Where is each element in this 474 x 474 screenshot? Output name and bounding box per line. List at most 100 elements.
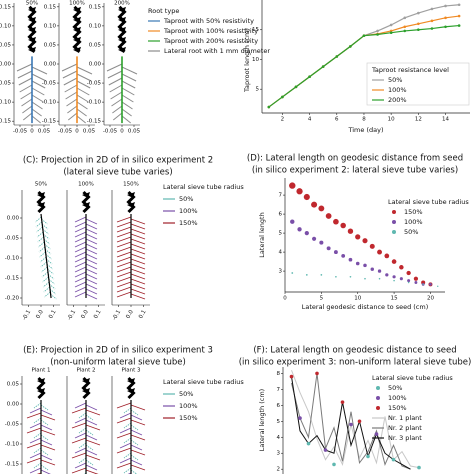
legend-label: 100% [388, 394, 407, 402]
root-segment [121, 73, 137, 82]
root-segment [119, 427, 132, 434]
root-segment [116, 417, 132, 424]
root-segment [121, 101, 133, 110]
panel-title: (E): Projection in 2D of in silico exper… [23, 346, 213, 356]
y-tick-label: 0.00 [44, 62, 57, 68]
root-segment [31, 101, 43, 110]
y-tick-label: 0.15 [89, 4, 102, 10]
root-segment [33, 402, 42, 409]
root-segment [121, 80, 136, 89]
root-segment [74, 241, 87, 248]
legend-label: Taproot with 200% resistivity [163, 37, 258, 45]
x-tick-label: 0.0 [35, 309, 45, 320]
root-segment [130, 238, 146, 245]
point [384, 253, 390, 259]
root-segment [38, 246, 46, 253]
root-segment [40, 414, 56, 421]
x-tick-label: 14 [442, 117, 449, 123]
root-segment [85, 464, 98, 471]
legend-label: 100% [388, 86, 407, 94]
seed-node [118, 26, 126, 33]
root-segment [130, 243, 146, 250]
root-segment [18, 77, 33, 86]
root-segment [119, 457, 132, 464]
point [369, 243, 375, 249]
root-segment [112, 112, 123, 121]
seed-node [37, 202, 45, 208]
root-segment [76, 87, 90, 96]
root-segment [130, 283, 146, 290]
panel-title: (C): Projection in 2D of in silico exper… [23, 156, 213, 166]
point [319, 240, 324, 245]
point [413, 276, 419, 281]
root-segment [74, 221, 87, 228]
point [392, 275, 396, 279]
point [391, 259, 397, 264]
root-segment [116, 276, 132, 283]
point [296, 188, 303, 195]
root-segment [85, 223, 98, 230]
legend-title: Lateral sieve tube radius [163, 378, 244, 386]
root-segment [26, 442, 42, 449]
subplot-title: 200% [114, 1, 130, 7]
root-segment [85, 218, 98, 225]
root-segment [85, 449, 98, 456]
point [376, 29, 379, 33]
seed-node [28, 46, 36, 53]
point [417, 11, 420, 15]
y-tick-label: -0.05 [42, 81, 57, 87]
root-segment [130, 404, 146, 411]
point [318, 205, 325, 212]
root-segment [130, 429, 143, 436]
root-segment [33, 417, 42, 424]
root-segment [85, 454, 101, 461]
x-tick-label: 0 [30, 129, 34, 135]
y-tick-label: 8 [277, 371, 281, 377]
root-segment [110, 91, 123, 100]
root-segment [48, 283, 56, 290]
point [325, 213, 332, 219]
point [403, 29, 407, 33]
x-tick-label: -0.05 [103, 129, 118, 135]
point [298, 416, 302, 420]
x-tick-label: 2 [281, 117, 285, 123]
point [355, 261, 360, 266]
root-segment [35, 221, 43, 228]
legend-label: Nr. 3 plant [388, 434, 422, 442]
root-segment [31, 66, 48, 75]
seed-node [127, 388, 135, 394]
legend-label: Taproot with 100% resistivity [163, 27, 258, 35]
root-segment [43, 238, 51, 245]
y-tick-label: 0.05 [7, 382, 20, 388]
root-segment [85, 404, 98, 411]
root-segment [48, 278, 55, 285]
y-tick-label: -0.15 [5, 462, 20, 468]
y-tick-label: -0.15 [87, 119, 102, 125]
root-segment [42, 281, 50, 288]
point [355, 234, 361, 240]
point [430, 27, 434, 30]
root-segment [130, 439, 139, 446]
seed-node [73, 36, 81, 43]
point [291, 272, 294, 274]
point [349, 45, 352, 48]
root-segment [78, 412, 87, 419]
point [349, 275, 352, 278]
root-segment [130, 454, 139, 461]
root-segment [42, 276, 49, 283]
x-tick-label: 0.1 [138, 309, 148, 320]
root-segment [85, 439, 101, 446]
root-segment [116, 271, 132, 278]
root-segment [31, 108, 42, 117]
root-segment [74, 231, 87, 238]
root-segment [130, 263, 146, 270]
y-tick-label: 10 [252, 57, 259, 63]
point [430, 19, 434, 23]
point [399, 277, 403, 281]
root-segment [36, 226, 43, 233]
subplot-title: 50% [35, 182, 47, 188]
root-segment [130, 278, 146, 285]
point [311, 201, 318, 208]
legend-label: 100% [404, 218, 423, 226]
root-segment [74, 402, 87, 409]
